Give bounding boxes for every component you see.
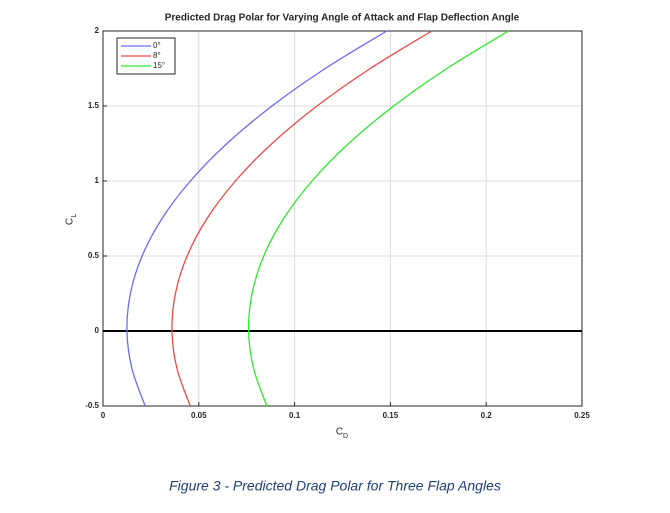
- y-tick-label: 0.5: [88, 251, 100, 260]
- x-tick-label: 0.1: [289, 411, 301, 420]
- chart-title: Predicted Drag Polar for Varying Angle o…: [165, 13, 520, 24]
- legend-label: 15°: [153, 61, 165, 70]
- y-tick-label: 1.5: [88, 101, 100, 110]
- x-tick-label: 0.2: [481, 411, 493, 420]
- y-tick-label: 1: [95, 176, 100, 185]
- axis-label: CL: [65, 213, 78, 225]
- y-tick-label: 2: [95, 26, 100, 35]
- axis-label-symbol: C: [336, 427, 343, 438]
- curve: [247, 30, 509, 407]
- plot-area: [103, 31, 582, 406]
- axis-label-symbol: C: [65, 218, 76, 225]
- x-tick-label: 0.05: [191, 411, 207, 420]
- axis-label-subscript: L: [71, 213, 78, 217]
- axes-box: [102, 30, 583, 407]
- axis-label-subscript: D: [343, 433, 348, 440]
- legend-label: 8°: [153, 51, 161, 60]
- legend-label: 0°: [153, 41, 161, 50]
- x-tick-label: 0: [101, 411, 106, 420]
- y-tick-label: -0.5: [85, 401, 99, 410]
- y-tick-label: 0: [95, 326, 100, 335]
- caption: Figure 3 - Predicted Drag Polar for Thre…: [169, 478, 501, 494]
- curve: [126, 30, 388, 407]
- x-tick-label: 0.15: [383, 411, 399, 420]
- curve: [171, 30, 433, 407]
- x-tick-label: 0.25: [574, 411, 590, 420]
